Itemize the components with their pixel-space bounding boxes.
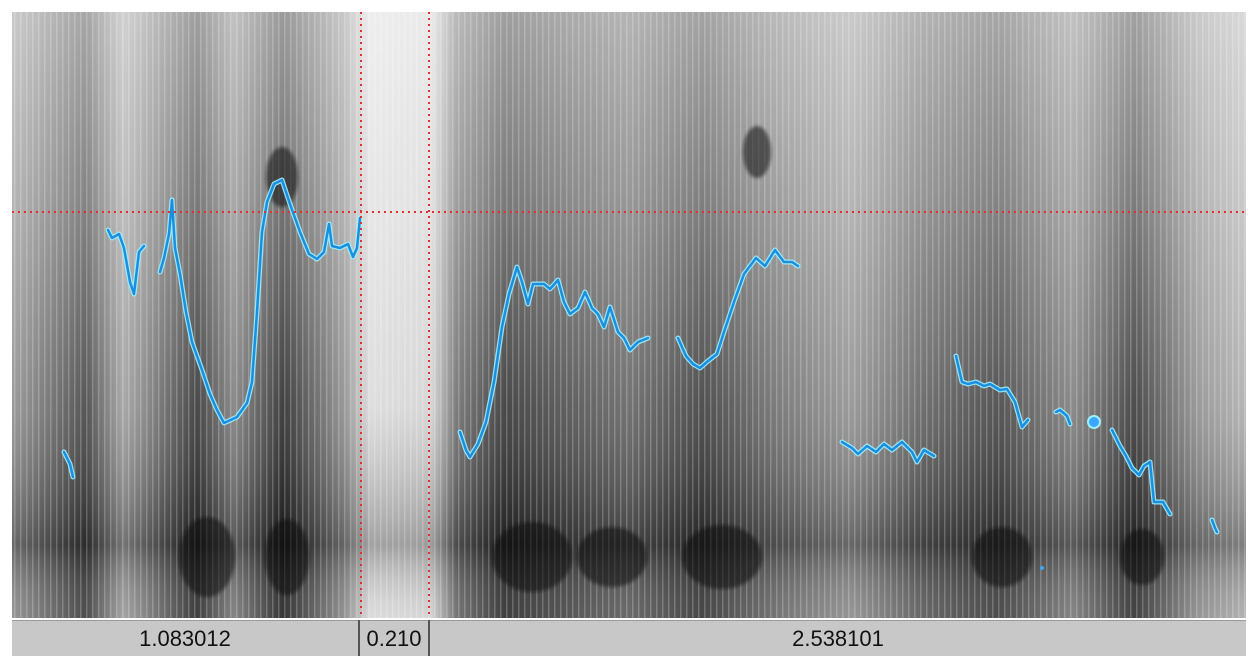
segment-divider-left xyxy=(358,620,360,656)
pitch-contour xyxy=(61,177,1220,570)
pitch-point-marker xyxy=(1087,415,1101,429)
selection-cursor-icon[interactable] xyxy=(12,12,1246,618)
segment-duration-selection[interactable]: 0.210 xyxy=(360,620,428,656)
segment-duration-left-value: 1.083012 xyxy=(139,625,231,651)
segment-duration-left[interactable]: 1.083012 xyxy=(12,620,358,656)
spectrogram-striation xyxy=(12,12,1246,618)
segment-duration-selection-value: 0.210 xyxy=(366,625,422,651)
spectrogram-panel[interactable] xyxy=(12,12,1246,618)
formant-blobs xyxy=(179,126,1164,597)
segment-duration-right-value: 2.538101 xyxy=(792,625,884,651)
segment-duration-right[interactable]: 2.538101 xyxy=(430,620,1246,656)
segment-divider-right xyxy=(428,620,430,656)
